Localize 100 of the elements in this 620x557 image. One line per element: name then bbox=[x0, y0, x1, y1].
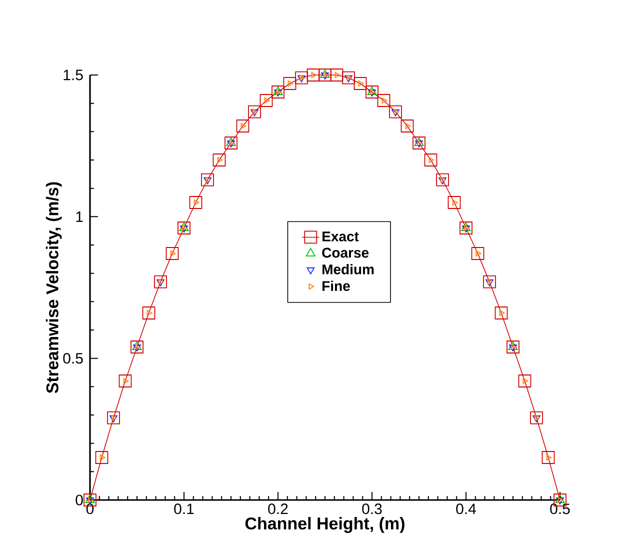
point bbox=[112, 414, 117, 421]
point bbox=[518, 374, 532, 388]
point bbox=[436, 173, 449, 186]
point bbox=[194, 199, 200, 206]
point bbox=[440, 176, 446, 183]
point bbox=[488, 278, 493, 285]
point bbox=[428, 156, 434, 164]
point bbox=[272, 86, 284, 98]
point bbox=[288, 80, 294, 87]
point bbox=[506, 340, 520, 354]
point bbox=[146, 310, 152, 316]
point bbox=[394, 108, 399, 115]
point bbox=[382, 97, 388, 104]
point bbox=[414, 138, 424, 146]
point bbox=[546, 454, 552, 461]
point bbox=[405, 122, 411, 130]
legend-label: Coarse bbox=[322, 248, 369, 258]
point bbox=[377, 94, 390, 107]
point bbox=[318, 68, 332, 82]
point bbox=[217, 156, 223, 164]
point bbox=[201, 173, 214, 186]
point bbox=[367, 86, 377, 95]
y-tick-label: 1 bbox=[76, 212, 83, 222]
legend-label: Fine bbox=[322, 280, 350, 291]
point bbox=[264, 97, 270, 104]
point bbox=[189, 196, 202, 209]
point bbox=[212, 154, 226, 166]
point bbox=[346, 74, 352, 81]
point bbox=[283, 77, 296, 90]
point bbox=[511, 344, 516, 350]
y-tick-label: 1.5 bbox=[64, 70, 83, 80]
point bbox=[276, 88, 282, 96]
point bbox=[178, 222, 190, 234]
point bbox=[260, 94, 273, 107]
point bbox=[334, 72, 340, 78]
point bbox=[471, 247, 484, 260]
point bbox=[118, 374, 132, 388]
point bbox=[107, 411, 120, 424]
point bbox=[306, 68, 320, 82]
point bbox=[179, 222, 189, 231]
point bbox=[483, 275, 496, 288]
point bbox=[555, 494, 565, 503]
point bbox=[130, 340, 144, 354]
point bbox=[88, 496, 94, 504]
y-tick-label: 0 bbox=[76, 494, 83, 506]
point bbox=[389, 105, 402, 118]
point bbox=[158, 278, 164, 285]
point bbox=[240, 122, 246, 130]
x-tick-label: 0.5 bbox=[550, 504, 570, 514]
point bbox=[295, 71, 308, 84]
point bbox=[142, 306, 156, 320]
point bbox=[85, 494, 95, 503]
point bbox=[448, 196, 461, 209]
point bbox=[273, 86, 283, 95]
point bbox=[224, 136, 238, 150]
point bbox=[558, 496, 564, 504]
point bbox=[330, 68, 344, 82]
point bbox=[323, 72, 328, 78]
point bbox=[166, 247, 179, 260]
point bbox=[100, 454, 106, 461]
point bbox=[494, 306, 508, 320]
point bbox=[135, 344, 140, 350]
point bbox=[170, 250, 176, 257]
point bbox=[320, 70, 330, 78]
point bbox=[229, 140, 234, 146]
point bbox=[206, 176, 211, 183]
point bbox=[417, 140, 422, 146]
point bbox=[366, 86, 378, 98]
legend-label: Exact bbox=[322, 232, 359, 242]
x-tick-label: 0.4 bbox=[456, 504, 476, 514]
point bbox=[248, 105, 261, 118]
point bbox=[460, 222, 472, 234]
x-axis-title: Channel Height, (m) bbox=[245, 517, 404, 533]
point bbox=[534, 414, 540, 421]
point bbox=[95, 451, 108, 464]
point bbox=[452, 199, 458, 206]
point bbox=[530, 411, 543, 424]
point bbox=[370, 88, 376, 96]
point bbox=[182, 224, 188, 232]
point bbox=[154, 275, 167, 288]
point bbox=[226, 138, 236, 146]
x-tick-label: 0.1 bbox=[174, 504, 194, 514]
point bbox=[476, 250, 482, 257]
point bbox=[123, 378, 129, 384]
point bbox=[542, 451, 555, 464]
legend-label: Medium bbox=[322, 264, 374, 274]
point bbox=[412, 136, 426, 150]
point bbox=[342, 71, 355, 84]
point bbox=[236, 120, 250, 132]
point bbox=[400, 120, 414, 132]
point bbox=[311, 72, 317, 78]
point bbox=[424, 154, 438, 166]
point bbox=[354, 77, 367, 90]
point bbox=[132, 342, 142, 350]
x-tick-label: 0.2 bbox=[268, 504, 288, 514]
y-tick-label: 0.5 bbox=[63, 353, 83, 364]
point bbox=[464, 224, 470, 232]
point bbox=[508, 342, 518, 350]
y-axis-title: Streamwise Velocity, (m/s) bbox=[46, 182, 62, 394]
point bbox=[461, 222, 471, 231]
